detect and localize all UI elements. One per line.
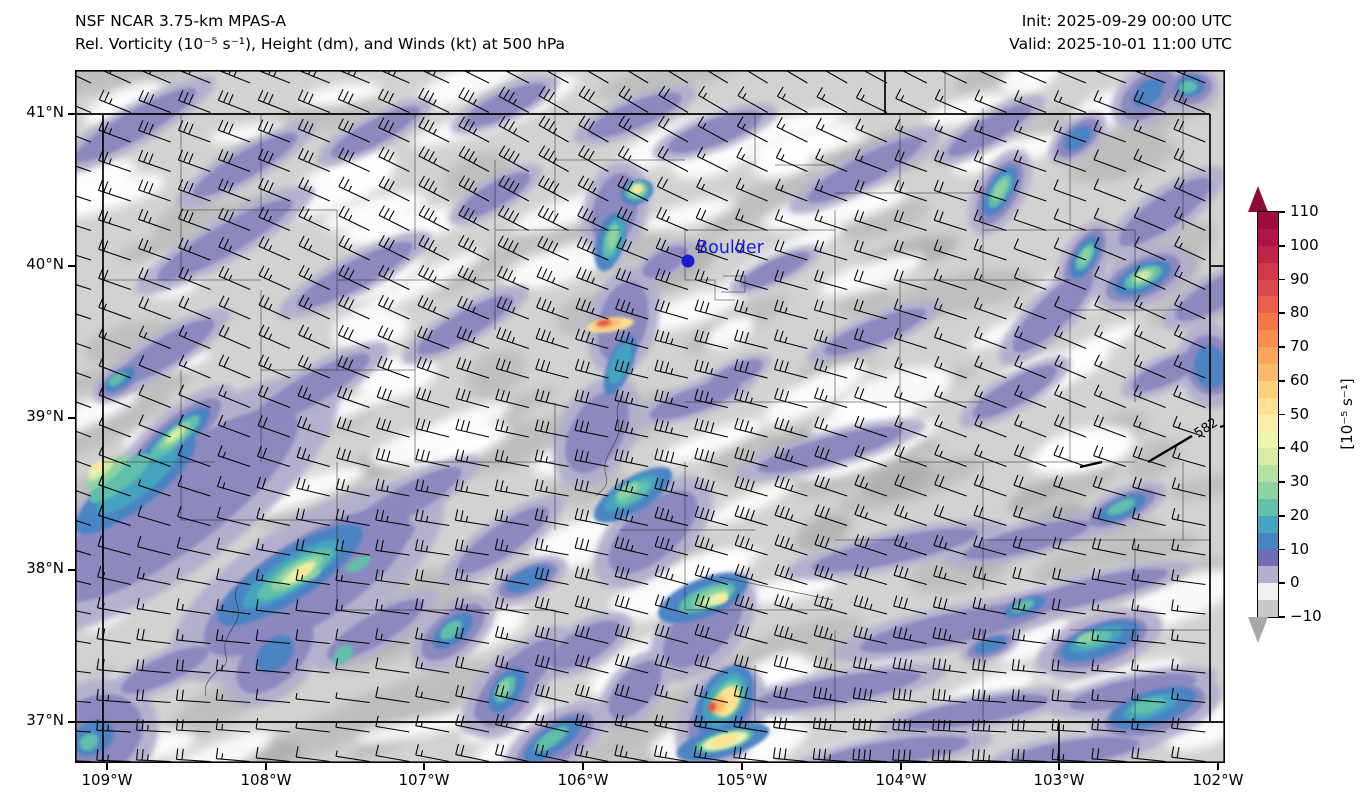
colorbar-segment bbox=[1258, 296, 1278, 314]
lat-tick-label: 40°N bbox=[26, 255, 64, 273]
lat-tick-label: 39°N bbox=[26, 407, 64, 425]
init-time: Init: 2025-09-29 00:00 UTC bbox=[1021, 12, 1232, 30]
colorbar-segment bbox=[1258, 448, 1278, 466]
colorbar-segment bbox=[1258, 431, 1278, 449]
lat-tick-mark bbox=[68, 265, 75, 267]
colorbar bbox=[1257, 211, 1279, 618]
lon-tick-mark bbox=[582, 763, 584, 770]
colorbar-tick-label: 100 bbox=[1290, 235, 1319, 254]
lon-tick-label: 103°W bbox=[1033, 771, 1085, 789]
boulder-dot bbox=[681, 254, 695, 268]
colorbar-segment bbox=[1258, 212, 1278, 229]
boulder-marker: Boulder bbox=[681, 238, 765, 268]
positive-vorticity-shading bbox=[75, 70, 1225, 763]
colorbar-tick-mark bbox=[1279, 278, 1285, 281]
colorbar-tick-mark bbox=[1279, 582, 1285, 585]
colorbar-segment bbox=[1258, 549, 1278, 567]
colorbar-segment bbox=[1258, 515, 1278, 533]
colorbar-segment bbox=[1258, 347, 1278, 364]
lon-tick-label: 107°W bbox=[398, 771, 450, 789]
colorbar-label: [10⁻⁵ s⁻¹] bbox=[1338, 378, 1356, 450]
lon-tick-label: 102°W bbox=[1192, 771, 1244, 789]
colorbar-segment bbox=[1258, 600, 1278, 617]
colorbar-segment bbox=[1258, 465, 1278, 482]
colorbar-tick-label: 90 bbox=[1290, 269, 1310, 288]
colorbar-segment bbox=[1258, 566, 1278, 584]
colorbar-segment bbox=[1258, 482, 1278, 499]
lon-tick-mark bbox=[265, 763, 267, 770]
colorbar-tick-label: 0 bbox=[1290, 573, 1300, 592]
lat-tick-mark bbox=[68, 113, 75, 115]
colorbar-tick-label: 20 bbox=[1290, 505, 1310, 524]
colorbar-tick-label: 60 bbox=[1290, 370, 1310, 389]
lon-tick-mark bbox=[900, 763, 902, 770]
colorbar-segment bbox=[1258, 228, 1278, 246]
colorbar-tick-mark bbox=[1279, 346, 1285, 348]
lat-tick-label: 37°N bbox=[26, 711, 64, 729]
colorbar-tick-label: 30 bbox=[1290, 472, 1310, 490]
colorbar-tick-mark bbox=[1279, 548, 1285, 551]
lon-tick-mark bbox=[1058, 763, 1060, 770]
lat-tick-mark bbox=[68, 569, 75, 571]
colorbar-segment bbox=[1258, 380, 1278, 398]
colorbar-tick-mark bbox=[1279, 211, 1285, 213]
colorbar-tick-mark bbox=[1279, 447, 1285, 450]
lon-tick-mark bbox=[741, 763, 743, 770]
lon-tick-mark bbox=[423, 763, 425, 770]
lon-tick-mark bbox=[106, 763, 108, 770]
lon-tick-label: 108°W bbox=[240, 771, 292, 789]
lon-tick-mark bbox=[1217, 763, 1219, 770]
colorbar-tick-mark bbox=[1279, 481, 1285, 483]
lon-tick-label: 106°W bbox=[557, 771, 609, 789]
colorbar-segment bbox=[1258, 583, 1278, 601]
lat-tick-label: 38°N bbox=[26, 559, 64, 577]
lat-tick-label: 41°N bbox=[26, 103, 64, 121]
colorbar-segment bbox=[1258, 363, 1278, 381]
colorbar-tick-label: 50 bbox=[1290, 404, 1310, 423]
lon-tick-label: 104°W bbox=[875, 771, 927, 789]
colorbar-under-arrow bbox=[1247, 617, 1268, 643]
colorbar-tick-label: −10 bbox=[1290, 607, 1322, 625]
boulder-label: Boulder bbox=[696, 238, 765, 258]
colorbar-segment bbox=[1258, 262, 1278, 280]
state-boundaries bbox=[75, 70, 1225, 763]
model-title: NSF NCAR 3.75-km MPAS-A bbox=[75, 12, 287, 30]
colorbar-tick-mark bbox=[1279, 616, 1285, 618]
colorbar-tick-mark bbox=[1279, 312, 1285, 315]
map-border bbox=[75, 70, 1225, 763]
colorbar-segment bbox=[1258, 498, 1278, 516]
field-title: Rel. Vorticity (10⁻⁵ s⁻¹), Height (dm), … bbox=[75, 35, 566, 53]
lat-tick-mark bbox=[68, 417, 75, 419]
colorbar-segment bbox=[1258, 330, 1278, 347]
colorbar-segment bbox=[1258, 313, 1278, 331]
colorbar-tick-mark bbox=[1279, 379, 1285, 382]
colorbar-tick-mark bbox=[1279, 244, 1285, 247]
colorbar-tick-label: 70 bbox=[1290, 337, 1310, 355]
lon-tick-label: 105°W bbox=[716, 771, 768, 789]
colorbar-segment bbox=[1258, 532, 1278, 550]
colorbar-segment bbox=[1258, 397, 1278, 415]
colorbar-tick-mark bbox=[1279, 413, 1285, 416]
colorbar-tick-label: 80 bbox=[1290, 303, 1310, 322]
colorbar-tick-label: 40 bbox=[1290, 438, 1310, 457]
lat-tick-mark bbox=[68, 721, 75, 723]
colorbar-segment bbox=[1258, 279, 1278, 297]
colorbar-tick-mark bbox=[1279, 514, 1285, 517]
colorbar-segment bbox=[1258, 245, 1278, 263]
colorbar-over-arrow bbox=[1247, 186, 1268, 212]
map-canvas: 582 Boulder bbox=[75, 70, 1225, 763]
colorbar-segment bbox=[1258, 414, 1278, 432]
lon-tick-label: 109°W bbox=[81, 771, 133, 789]
valid-time: Valid: 2025-10-01 11:00 UTC bbox=[1009, 35, 1232, 53]
colorbar-tick-label: 10 bbox=[1290, 539, 1310, 558]
colorbar-tick-label: 110 bbox=[1290, 202, 1319, 220]
